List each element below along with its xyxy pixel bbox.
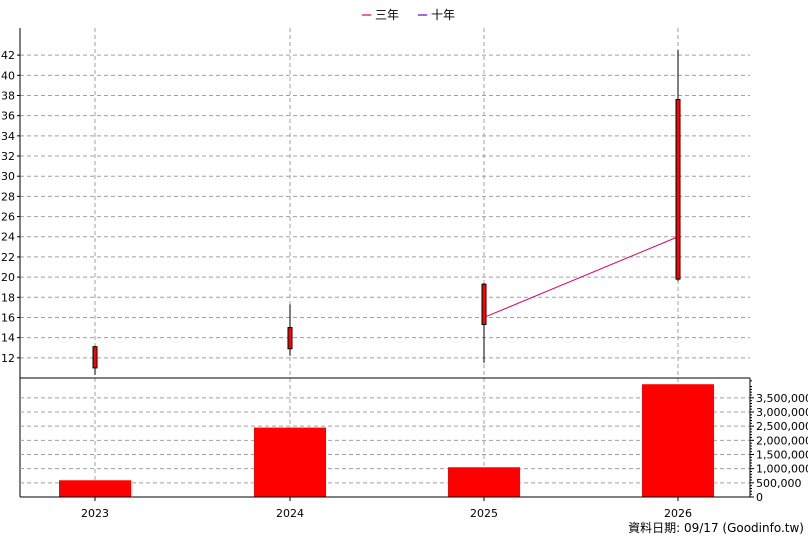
price-tick-label-11: 34 bbox=[1, 130, 15, 143]
price-tick-label-2: 16 bbox=[1, 311, 15, 324]
price-tick-label-6: 24 bbox=[1, 231, 15, 244]
price-tick-label-8: 28 bbox=[1, 190, 15, 203]
series-line-three-year bbox=[483, 236, 679, 318]
price-tick-label-1: 14 bbox=[1, 332, 15, 345]
price-tick-label-13: 38 bbox=[1, 89, 15, 102]
x-tick-label-2023: 2023 bbox=[81, 507, 109, 520]
price-panel: 12 14 16 18 20 22 24 26 28 30 32 34 36 38 40 42 bbox=[1, 28, 750, 497]
price-tick-label-3: 18 bbox=[1, 291, 15, 304]
price-tick-label-7: 26 bbox=[1, 211, 15, 224]
price-tick-label-5: 22 bbox=[1, 251, 15, 264]
x-tick-label-2025: 2025 bbox=[470, 507, 498, 520]
legend-label-0: 三年 bbox=[375, 8, 399, 22]
volume-tick-label-0: 0 bbox=[756, 491, 763, 504]
price-tick-label-12: 36 bbox=[1, 110, 15, 123]
legend: 三年 十年 bbox=[362, 8, 455, 22]
price-tick-label-9: 30 bbox=[1, 170, 15, 183]
candle-body-2026 bbox=[675, 99, 681, 280]
volume-tick-label-2: 1,000,000 bbox=[756, 463, 808, 476]
price-tick-label-14: 40 bbox=[1, 69, 15, 82]
volume-tick-label-3: 1,500,000 bbox=[756, 449, 808, 462]
volume-bar-2025 bbox=[448, 467, 520, 497]
candle-body-2024 bbox=[287, 327, 293, 350]
price-tick-label-0: 12 bbox=[1, 352, 15, 365]
price-tick-label-4: 20 bbox=[1, 271, 15, 284]
price-tick-label-10: 32 bbox=[1, 150, 15, 163]
x-axis: 2023 2024 2025 2026 bbox=[20, 496, 750, 520]
price-tick-label-15: 42 bbox=[1, 49, 15, 62]
volume-tick-label-1: 500,000 bbox=[756, 477, 802, 490]
candle-body-2023 bbox=[92, 346, 98, 369]
x-tick-label-2026: 2026 bbox=[664, 507, 692, 520]
footer-text: 資料日期: 09/17 (Goodinfo.tw) bbox=[628, 521, 804, 535]
volume-bar-2024 bbox=[254, 427, 326, 497]
x-tick-label-2024: 2024 bbox=[276, 507, 304, 520]
candle-body-2025 bbox=[481, 283, 487, 326]
volume-bar-2026 bbox=[642, 384, 714, 497]
volume-tick-label-4: 2,000,000 bbox=[756, 434, 808, 447]
volume-tick-label-5: 2,500,000 bbox=[756, 420, 808, 433]
volume-tick-label-6: 3,000,000 bbox=[756, 406, 808, 419]
volume-bar-2023 bbox=[59, 480, 131, 497]
legend-label-1: 十年 bbox=[431, 8, 455, 22]
volume-tick-label-7: 3,500,000 bbox=[756, 392, 808, 405]
